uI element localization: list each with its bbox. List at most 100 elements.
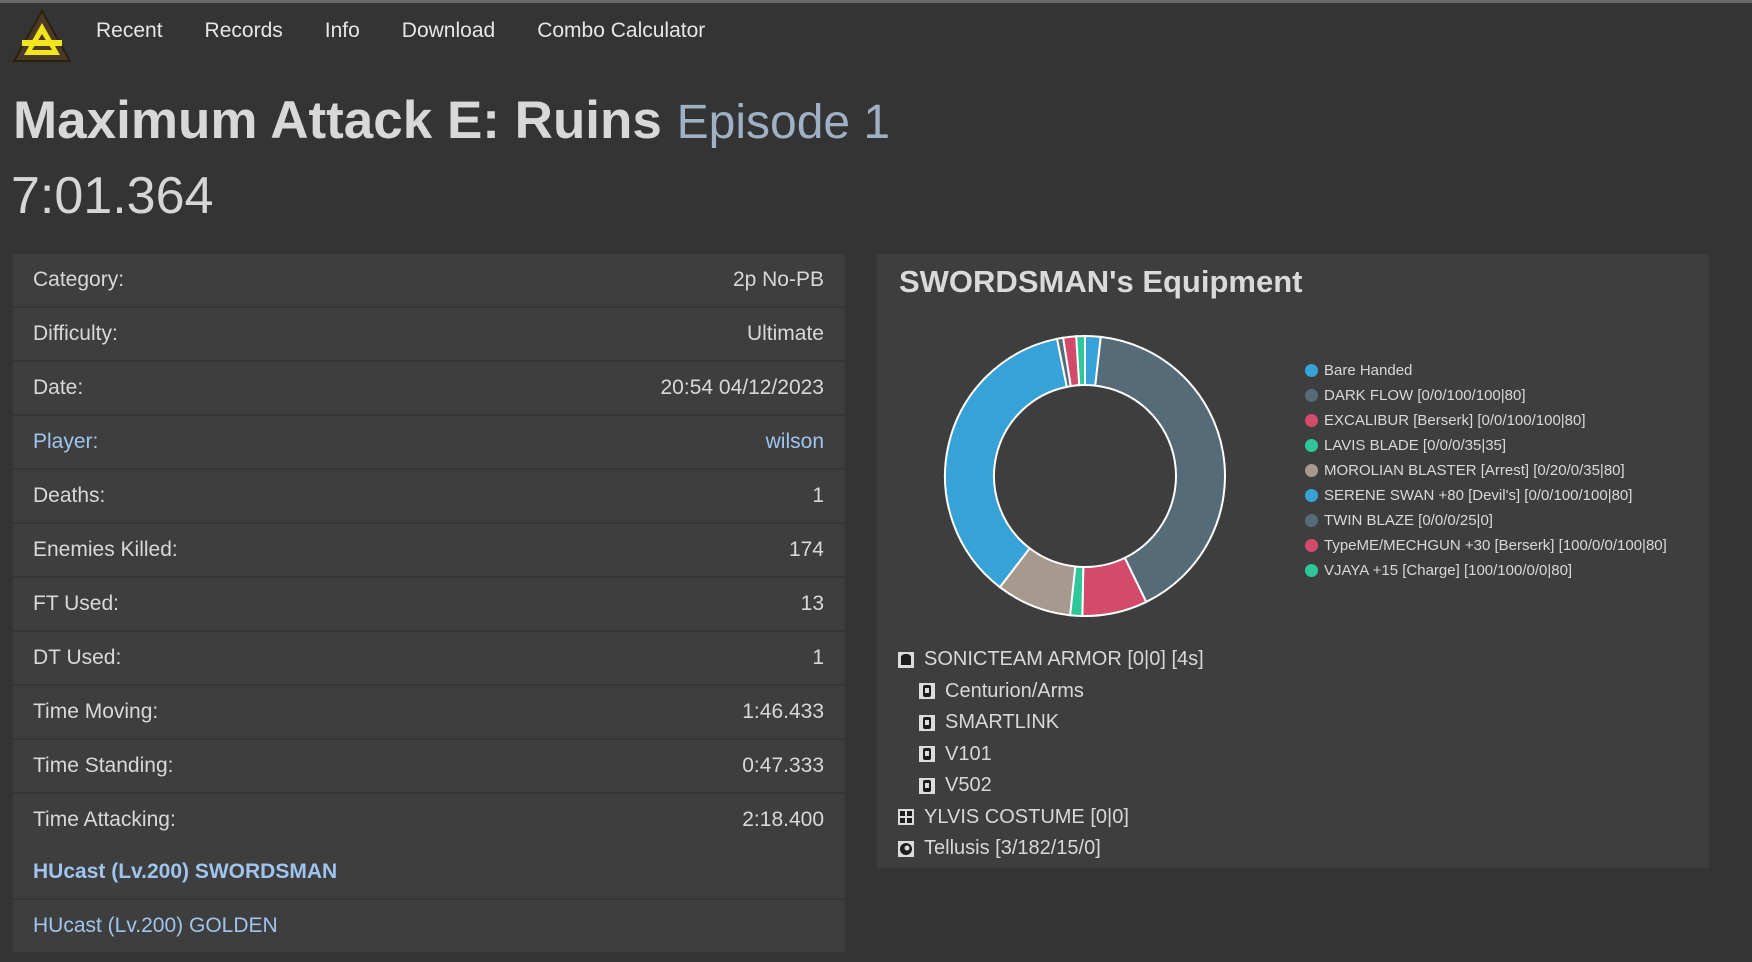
character-item-swordsman[interactable]: HUcast (Lv.200) SWORDSMAN [13,846,845,900]
stat-label: Difficulty: [33,322,118,345]
legend-label: LAVIS BLADE [0/0/0/35|35] [1324,437,1507,454]
legend-swatch [1305,514,1318,527]
top-nav: Recent Records Info Download Combo Calcu… [0,3,1752,62]
stat-row-category: Category: 2p No-PB [13,254,845,308]
legend-swatch [1305,414,1318,427]
mag-icon [898,840,914,857]
stat-row-date: Date: 20:54 04/12/2023 [13,362,845,416]
episode-label: Episode 1 [676,96,891,149]
legend-item[interactable]: Bare Handed [1305,358,1667,383]
equipment-title: SWORDSMAN's Equipment [899,264,1303,299]
stat-label: Time Moving: [33,700,159,723]
legend-label: TWIN BLAZE [0/0/0/25|0] [1324,512,1493,529]
legend-swatch [1305,564,1318,577]
triangle-logo-icon[interactable] [12,9,72,65]
character-item-golden[interactable]: HUcast (Lv.200) GOLDEN [33,914,278,937]
stat-label: Time Standing: [33,754,174,777]
stat-row-ft-used: FT Used: 13 [13,578,845,632]
nav-download[interactable]: Download [401,19,496,42]
stat-row-deaths: Deaths: 1 [13,470,845,524]
stat-value: 0:47.333 [742,754,824,777]
nav-info[interactable]: Info [324,19,360,42]
stat-label: Category: [33,268,125,291]
legend-label: SERENE SWAN +80 [Devil's] [0/0/100/100|8… [1324,487,1633,504]
equipment-panel: SWORDSMAN's Equipment Bare Handed DARK FL… [877,254,1709,868]
shield-line: YLVIS COSTUME [0|0] [897,802,1204,834]
legend-swatch [1305,439,1318,452]
shield-name: YLVIS COSTUME [0|0] [924,805,1129,828]
legend-item[interactable]: EXCALIBUR [Berserk] [0/0/100/100|80] [1305,408,1667,433]
unit-icon [919,777,935,794]
stat-value: 2:18.400 [742,808,824,831]
armor-line: SONICTEAM ARMOR [0|0] [4s] [897,644,1204,676]
armor-name: SONICTEAM ARMOR [0|0] [4s] [924,648,1204,671]
shield-icon [898,809,914,826]
legend-item[interactable]: LAVIS BLADE [0/0/0/35|35] [1305,433,1667,458]
donut-slice[interactable] [1075,334,1086,387]
quest-name: Maximum Attack E: Ruins [13,91,662,150]
stat-value: 174 [788,538,824,561]
character-list: HUcast (Lv.200) SWORDSMAN HUcast (Lv.200… [13,846,845,952]
legend-swatch [1305,389,1318,402]
stat-value: 13 [800,592,824,615]
stat-value: 1:46.433 [742,700,824,723]
unit-icon [919,746,935,763]
legend-item[interactable]: DARK FLOW [0/0/100/100|80] [1305,383,1667,408]
stat-value: Ultimate [746,322,824,345]
nav-records[interactable]: Records [204,19,283,42]
stat-label: Deaths: [33,484,106,507]
stat-value: 2p No-PB [732,268,824,291]
chart-legend: Bare Handed DARK FLOW [0/0/100/100|80] EXC… [1305,358,1667,583]
stat-value: 20:54 04/12/2023 [660,376,825,399]
donut-slice[interactable] [1094,335,1226,604]
armor-icon [898,651,914,668]
donut-slice[interactable] [944,337,1069,589]
top-border [0,0,1752,3]
stat-value: 1 [812,484,824,507]
stat-row-player[interactable]: Player: wilson [13,416,845,470]
run-stats-table: Category: 2p No-PB Difficulty: Ultimate Da… [13,254,845,846]
stat-label: Time Attacking: [33,808,176,831]
legend-label: TypeME/MECHGUN +30 [Berserk] [100/0/0/10… [1324,537,1667,554]
legend-item[interactable]: TypeME/MECHGUN +30 [Berserk] [100/0/0/10… [1305,533,1667,558]
stat-row-time-standing: Time Standing: 0:47.333 [13,740,845,794]
stat-label: Enemies Killed: [33,538,178,561]
unit-line: V101 [897,739,1204,771]
unit-name: Centurion/Arms [945,679,1084,702]
legend-label: Bare Handed [1324,362,1413,379]
legend-swatch [1305,489,1318,502]
stat-label: Player: [33,430,99,453]
unit-name: SMARTLINK [945,711,1060,734]
stat-label: Date: [33,376,84,399]
legend-label: MOROLIAN BLASTER [Arrest] [0/20/0/35|80] [1324,462,1625,479]
run-time: 7:01.364 [11,167,214,225]
unit-icon [919,714,935,731]
gear-list: SONICTEAM ARMOR [0|0] [4s] Centurion/Arm… [897,644,1204,865]
weapon-usage-donut-chart [944,334,1226,617]
unit-line: V502 [897,770,1204,802]
stat-row-difficulty: Difficulty: Ultimate [13,308,845,362]
unit-line: SMARTLINK [897,707,1204,739]
legend-swatch [1305,364,1318,377]
legend-item[interactable]: VJAYA +15 [Charge] [100/100/0/0|80] [1305,558,1667,583]
stat-row-time-attacking: Time Attacking: 2:18.400 [13,794,845,846]
legend-item[interactable]: MOROLIAN BLASTER [Arrest] [0/20/0/35|80] [1305,458,1667,483]
stat-row-dt-used: DT Used: 1 [13,632,845,686]
unit-line: Centurion/Arms [897,676,1204,708]
stat-row-time-moving: Time Moving: 1:46.433 [13,686,845,740]
legend-swatch [1305,464,1318,477]
nav-combo-calculator[interactable]: Combo Calculator [537,19,706,42]
player-link[interactable]: wilson [765,430,824,453]
mag-name: Tellusis [3/182/15/0] [924,837,1101,860]
unit-icon [919,683,935,700]
nav-recent[interactable]: Recent [96,19,163,42]
legend-item[interactable]: SERENE SWAN +80 [Devil's] [0/0/100/100|8… [1305,483,1667,508]
stat-label: FT Used: [33,592,119,615]
stat-row-enemies-killed: Enemies Killed: 174 [13,524,845,578]
mag-line: Tellusis [3/182/15/0] [897,833,1204,865]
legend-label: EXCALIBUR [Berserk] [0/0/100/100|80] [1324,412,1586,429]
legend-item[interactable]: TWIN BLAZE [0/0/0/25|0] [1305,508,1667,533]
stat-value: 1 [812,646,824,669]
page-title: Maximum Attack E: Ruins Episode 1 [13,90,890,151]
legend-swatch [1305,539,1318,552]
